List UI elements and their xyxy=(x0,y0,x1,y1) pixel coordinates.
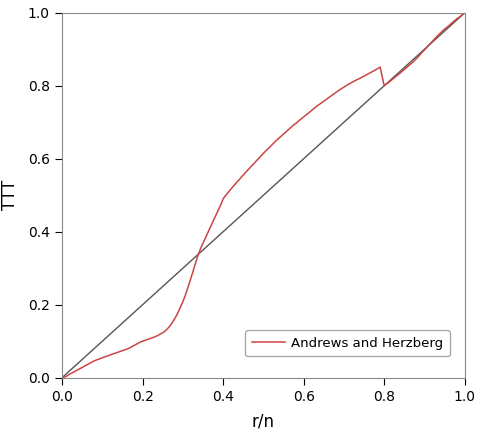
Legend: Andrews and Herzberg: Andrews and Herzberg xyxy=(245,330,450,356)
Andrews and Herzberg xyxy=(433,34,439,39)
Andrews and Herzberg xyxy=(389,77,395,82)
X-axis label: r/n: r/n xyxy=(252,412,275,429)
Y-axis label: TTT: TTT xyxy=(1,180,20,210)
Andrews and Herzberg xyxy=(152,334,158,339)
Andrews and Herzberg xyxy=(76,367,81,372)
Andrews and Herzberg xyxy=(59,375,65,380)
Andrews and Herzberg xyxy=(462,10,468,15)
Line: Andrews and Herzberg: Andrews and Herzberg xyxy=(62,13,465,378)
Andrews and Herzberg xyxy=(377,64,383,69)
Andrews and Herzberg xyxy=(61,375,67,380)
